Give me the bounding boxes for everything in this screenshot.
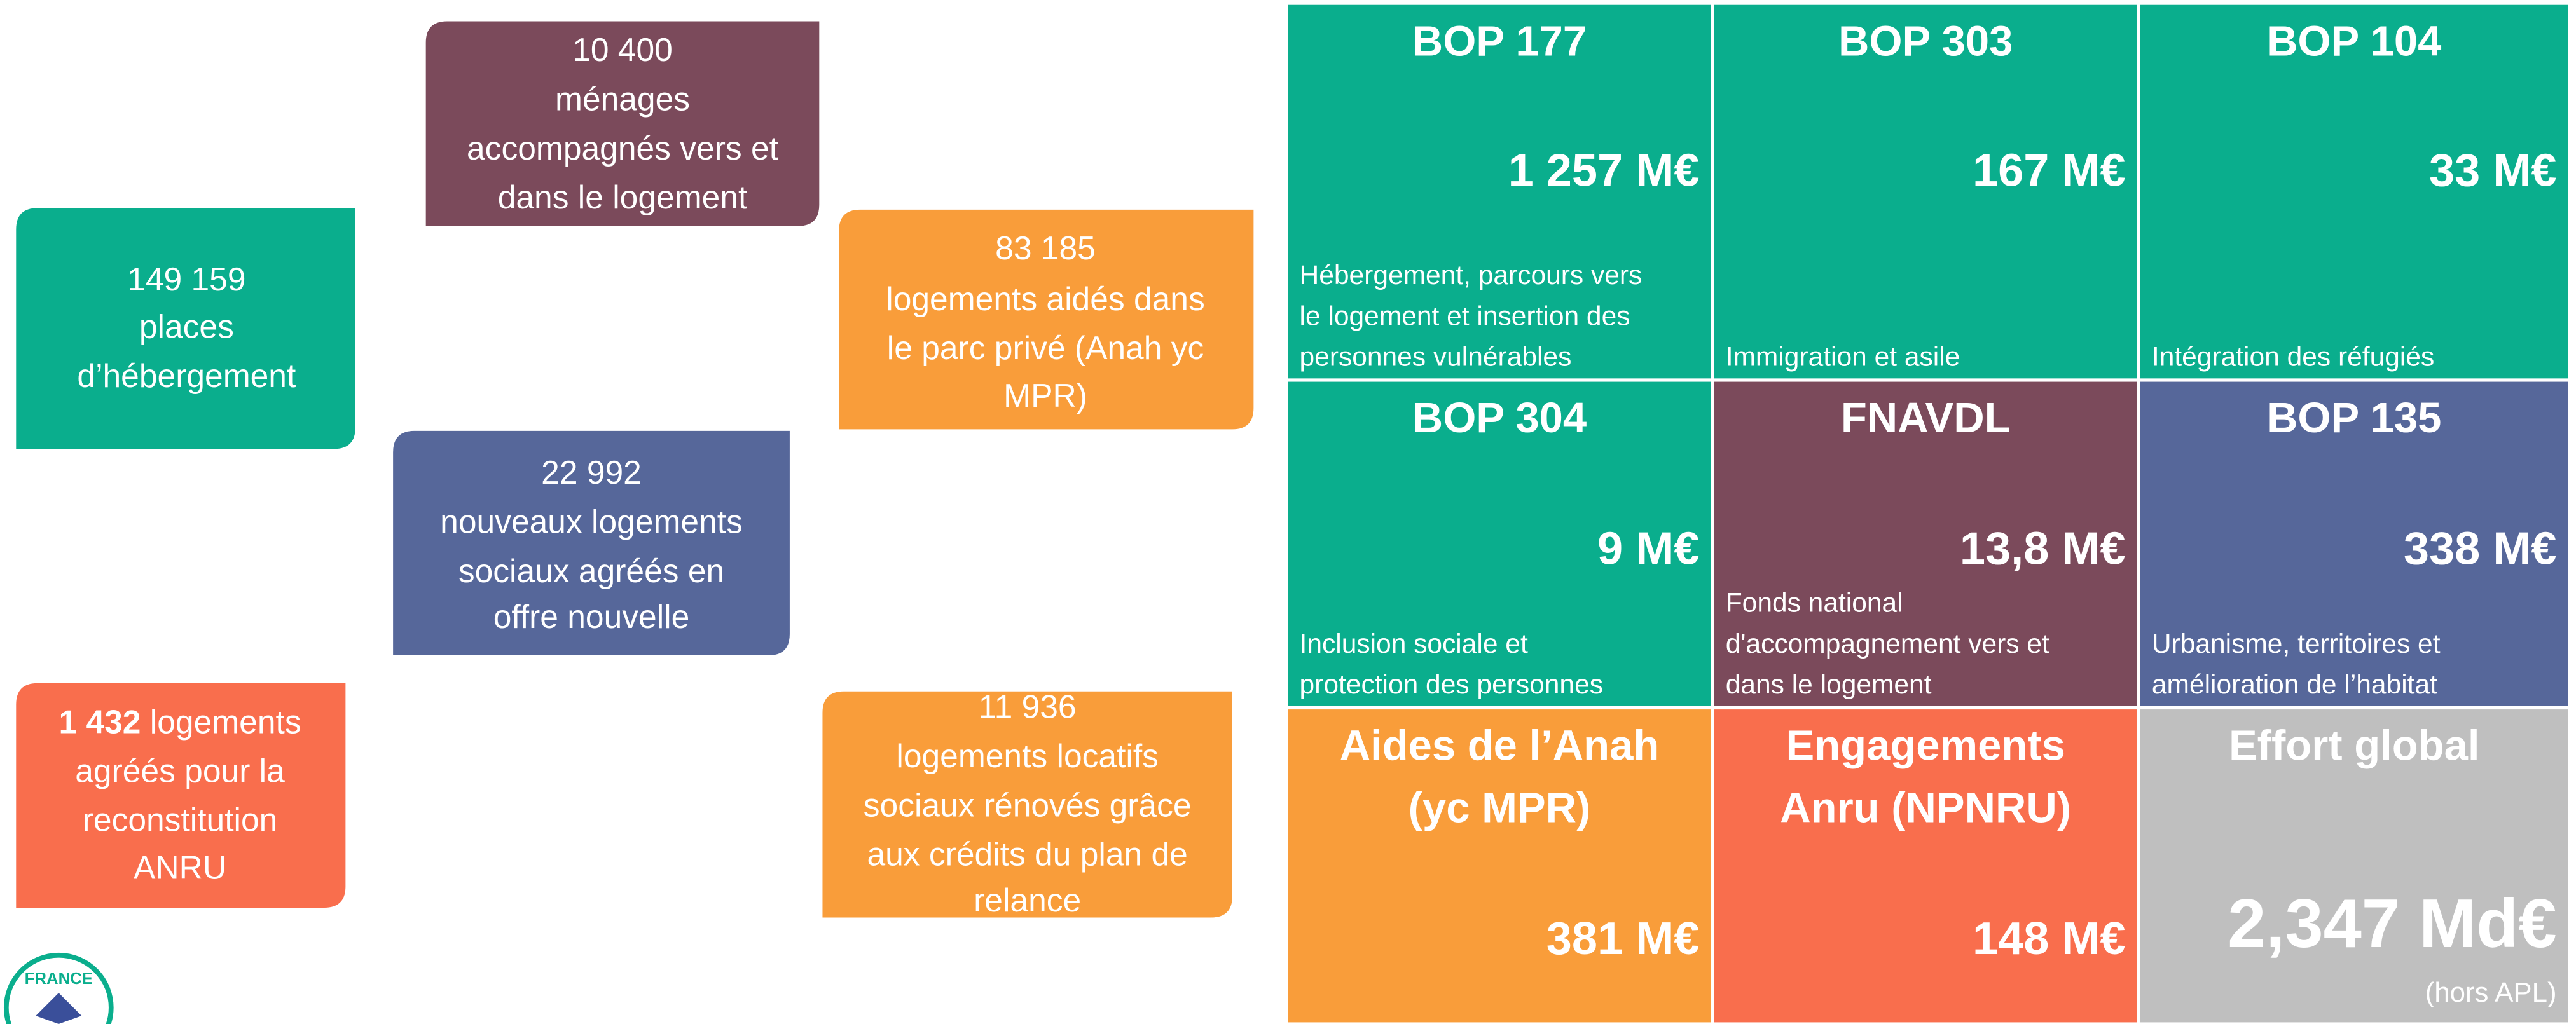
tile-title: BOP 177 [1412,17,1587,65]
tile-title: (yc MPR) [1409,784,1591,832]
tile-note: (hors APL) [2425,977,2557,1008]
tile-bg [1711,1,2140,382]
tile-description: Hébergement, parcours vers [1300,260,1643,290]
budget-tile: Aides de l’Anah (yc MPR) 381 M€ [1285,706,1714,1024]
tile-description: Inclusion sociale et [1300,629,1528,659]
indicator-text: offre nouvelle [493,598,690,635]
indicator-text: le parc privé (Anah yc [887,329,1204,366]
tile-description: d'accompagnement vers et [1726,629,2049,659]
box-shape [425,21,820,226]
tile-description: Immigration et asile [1726,342,1960,372]
budget-tile: BOP 303 167 M€ Immigration et asile [1711,1,2140,382]
tile-bg [1285,706,1714,1024]
indicator-box: 149 159 places d’hébergement [16,208,355,449]
indicator-text: nouveaux logements [440,503,743,540]
box-shape [16,208,355,449]
tile-amount: 381 M€ [1546,913,1700,964]
indicator-text: logements [141,703,301,740]
tile-description: amélioration de l’habitat [2152,669,2437,700]
tile-description: Urbanisme, territoires et [2152,629,2441,659]
tile-title: Aides de l’Anah [1340,722,1660,770]
indicator-number: 1 432 [59,703,141,740]
indicator-text: ménages [555,80,690,117]
indicator-text: reconstitution [83,802,278,838]
tile-title: Effort global [2229,722,2480,770]
indicator-text: d’hébergement [77,357,296,394]
indicator-text: accompagnés vers et [467,130,778,167]
indicator-text: sociaux agréés en [458,552,724,589]
tile-amount: 338 M€ [2404,524,2557,575]
indicator-number: 83 185 [995,229,1096,266]
logo-text: FRANCE [25,970,93,988]
indicator-number: 149 159 [127,261,245,297]
tile-title: BOP 104 [2267,17,2441,65]
logo: FRANCE [3,952,114,1024]
tile-title: Engagements [1786,722,2065,770]
indicator-text: aux crédits du plan de [867,836,1187,873]
tile-bg [1285,378,1714,710]
indicator-text: logements aidés dans [886,280,1204,317]
indicator-text: relance [974,882,1081,918]
tile-title: BOP 303 [1838,17,2013,65]
indicator-box: 1 432 logements agréés pour la reconstitut… [16,683,346,908]
tile-bg [1711,706,2140,1024]
tile-title: BOP 304 [1412,394,1587,442]
box-shape [839,209,1254,430]
tile-bg [2137,378,2572,710]
tile-bg [1285,1,1714,382]
box-shape [393,430,790,656]
indicator-box: 22 992 nouveaux logements sociaux agréés e… [393,430,790,656]
tile-description: dans le logement [1726,669,1932,700]
indicator-text: logements locatifs [896,737,1159,774]
tile-amount: 33 M€ [2429,145,2557,196]
indicator-text: ANRU [134,849,226,885]
tile-amount: 9 M€ [1597,524,1699,575]
tile-description: le logement et insertion des [1300,301,1630,331]
tile-amount: 13,8 M€ [1960,524,2126,575]
tile-description: Intégration des réfugiés [2152,342,2434,372]
tile-description: personnes vulnérables [1300,342,1572,372]
logo-ring [3,952,114,1024]
box-shape [822,691,1232,918]
indicator-number: 10 400 [572,31,673,68]
tile-amount: 2,347 Md€ [2228,885,2556,962]
budget-tile: BOP 304 9 M€ Inclusion sociale et protectio… [1285,378,1714,710]
indicator-text: MPR) [1003,377,1087,414]
tile-title: FNAVDL [1841,394,2011,442]
budget-tile: Effort global 2,347 Md€ (hors APL) [2137,706,2572,1024]
tile-description: protection des personnes [1300,669,1603,700]
indicator-box: 11 936 logements locatifs sociaux rénovés … [822,688,1232,918]
tile-description: Fonds national [1726,587,1903,618]
indicator-number: 22 992 [541,454,642,491]
budget-tile: BOP 177 1 257 M€ Hébergement, parcours ver… [1285,1,1714,382]
indicator-text: sociaux rénovés grâce [864,786,1192,823]
tile-amount: 148 M€ [1973,913,2126,964]
budget-tile: Engagements Anru (NPNRU) 148 M€ [1711,706,2140,1024]
tile-amount: 167 M€ [1973,145,2126,196]
tile-bg [2137,706,2572,1024]
tile-bg [2137,1,2572,382]
indicator-box: 10 400 ménages accompagnés vers et dans le … [425,21,820,226]
indicator-number: 11 936 [979,688,1077,725]
tile-amount: 1 257 M€ [1508,145,1700,196]
budget-tile: BOP 135 338 M€ Urbanisme, territoires et am… [2137,378,2572,710]
indicator-text: dans le logement [498,179,748,215]
indicator-line: 1 432 logements [59,703,301,740]
budget-tile: BOP 104 33 M€ Intégration des réfugiés [2137,1,2572,382]
box-shape [16,683,346,908]
indicator-text: agréés pour la [75,752,285,789]
tile-title: BOP 135 [2267,394,2441,442]
tile-bg [1711,378,2140,710]
indicator-box: 83 185 logements aidés dans le parc privé … [839,209,1254,430]
logo-shape [36,993,82,1024]
budget-tile: FNAVDL 13,8 M€ Fonds national d'accompagnem… [1711,378,2140,710]
tile-title: Anru (NPNRU) [1780,784,2071,832]
indicator-text: places [139,308,234,345]
